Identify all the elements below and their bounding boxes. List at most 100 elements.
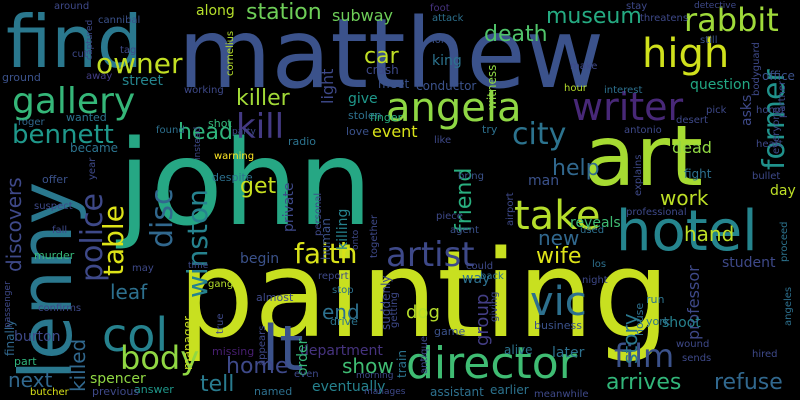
cloud-word: appears <box>257 325 268 366</box>
cloud-word: captured <box>85 19 95 60</box>
cloud-word: attack <box>432 13 464 24</box>
cloud-word: cut <box>72 49 88 60</box>
cloud-word: proceed <box>779 221 790 262</box>
cloud-word: antonio <box>624 125 662 136</box>
cloud-word: man <box>528 173 560 189</box>
cloud-word: street <box>122 73 163 89</box>
cloud-word: shot <box>208 117 232 130</box>
cloud-word: rabbit <box>684 1 779 39</box>
cloud-word: true <box>215 313 226 334</box>
cloud-word: bodyguard <box>751 42 762 96</box>
cloud-word: new <box>538 226 580 250</box>
cloud-word: question <box>690 77 751 93</box>
cloud-word: ground <box>2 71 41 84</box>
cloud-word: back <box>480 271 504 282</box>
cloud-word: hand <box>684 222 735 246</box>
cloud-word: earlier <box>490 383 529 397</box>
cloud-word: killing <box>335 208 351 250</box>
cloud-word: named <box>254 385 293 398</box>
cloud-word: offer <box>42 173 68 186</box>
cloud-word: writer <box>572 85 684 129</box>
cloud-word: arrives <box>606 370 682 395</box>
cloud-word: finger <box>370 111 403 124</box>
cloud-word: john <box>118 114 373 252</box>
cloud-word: bullet <box>752 171 781 182</box>
cloud-word: conductor <box>416 79 477 93</box>
cloud-word: home <box>226 354 289 379</box>
cloud-word: together <box>369 214 380 258</box>
cloud-word: wanted <box>66 111 107 124</box>
cloud-word: tell <box>200 372 235 397</box>
cloud-word: meet <box>378 77 410 91</box>
cloud-word: onto <box>351 229 361 250</box>
cloud-word: discovers <box>2 177 26 272</box>
cloud-word: night <box>582 275 608 286</box>
cloud-word: part <box>14 355 37 368</box>
cloud-word: everyone <box>771 107 782 154</box>
cloud-word: year <box>87 157 98 180</box>
cloud-word: business <box>534 319 582 332</box>
cloud-word: honor <box>756 105 786 116</box>
cloud-word: police <box>75 192 110 282</box>
cloud-word: art <box>584 107 703 205</box>
cloud-word: department <box>300 343 383 359</box>
cloud-word: almost <box>256 291 294 304</box>
cloud-word: fall <box>52 225 68 236</box>
cloud-word: show <box>342 354 394 378</box>
cloud-word: office <box>762 69 795 83</box>
cloud-word: desert <box>676 115 708 126</box>
cloud-word: morning <box>356 371 394 381</box>
cloud-word: high <box>642 31 730 77</box>
cloud-word: student <box>722 255 776 271</box>
cloud-word: wound <box>676 339 710 350</box>
cloud-word: agent <box>450 225 479 236</box>
cloud-word: butcher <box>30 387 69 398</box>
cloud-word: fight <box>684 167 712 181</box>
cloud-word: love <box>346 125 370 138</box>
cloud-word: airport <box>505 192 516 226</box>
cloud-word: antique <box>419 335 430 374</box>
cloud-word: interest <box>604 85 643 96</box>
cloud-word: leaf <box>110 280 148 304</box>
cloud-word: stay <box>626 1 648 12</box>
cloud-word: explains <box>633 154 644 196</box>
cloud-word: king <box>432 53 462 69</box>
cloud-word: getting <box>389 292 400 328</box>
cloud-word: director <box>406 338 577 389</box>
cloud-word: crash <box>366 63 399 77</box>
cloud-word: way <box>462 271 491 287</box>
cloud-word: subway <box>332 6 393 25</box>
cloud-word: giving <box>489 291 500 322</box>
cloud-word: confirms <box>38 303 82 314</box>
cloud-word: hour <box>564 83 587 94</box>
cloud-word: disc <box>145 188 180 248</box>
cloud-word: cannibal <box>98 15 141 26</box>
cloud-word: drive <box>330 315 358 328</box>
cloud-word: gang <box>208 279 234 290</box>
cloud-word: piece <box>436 211 463 222</box>
cloud-word: shoot <box>662 315 701 331</box>
cloud-word: faith <box>294 237 358 270</box>
cloud-word: tag <box>120 45 137 56</box>
cloud-word: angela <box>386 85 522 131</box>
cloud-word: train <box>395 350 409 378</box>
cloud-word: professional <box>626 207 687 218</box>
cloud-word: still <box>700 35 718 46</box>
cloud-word: radio <box>288 135 317 148</box>
cloud-word: even <box>294 369 319 380</box>
cloud-word: could <box>466 261 494 272</box>
cloud-word: car <box>364 44 399 69</box>
cloud-word: long <box>432 35 454 46</box>
cloud-word: vic <box>530 279 587 325</box>
cloud-word: wife <box>536 244 582 269</box>
cloud-word: york <box>646 315 671 328</box>
cloud-word: alive <box>504 343 533 357</box>
cloud-word: event <box>372 122 418 141</box>
cloud-word: artist <box>386 235 475 275</box>
cloud-word: house <box>633 302 646 336</box>
cloud-word: museum <box>546 4 642 29</box>
cloud-word: previous <box>92 385 140 398</box>
cloud-word: personal <box>313 192 324 236</box>
cloud-word: refuse <box>714 370 783 395</box>
cloud-word: heart <box>756 139 783 150</box>
